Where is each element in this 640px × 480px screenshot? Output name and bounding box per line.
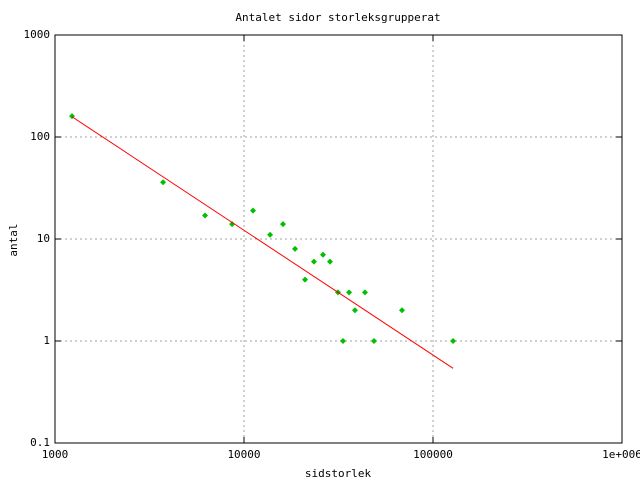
x-tick-label: 10000 <box>227 448 260 461</box>
chart-title: Antalet sidor storleksgrupperat <box>235 11 440 24</box>
point <box>160 179 167 186</box>
plot-border <box>54 34 623 444</box>
point <box>371 338 378 344</box>
y-tick-label: 10 <box>37 232 50 245</box>
point <box>279 221 286 228</box>
point <box>326 258 333 265</box>
point <box>310 258 317 265</box>
x-axis-label: sidstorlek <box>305 467 372 480</box>
x-tick-label: 1000 <box>42 448 69 461</box>
y-tick-label: 0.1 <box>30 436 50 449</box>
point <box>361 289 368 296</box>
point <box>319 251 326 258</box>
y-tick-label: 1 <box>43 334 50 347</box>
y-axis-label: antal <box>7 223 20 256</box>
point <box>339 338 346 344</box>
point <box>346 289 353 296</box>
point <box>351 307 358 314</box>
point <box>302 276 309 283</box>
point <box>202 212 209 219</box>
point <box>399 307 406 314</box>
point <box>250 207 257 214</box>
point <box>450 338 457 344</box>
point <box>267 231 274 238</box>
y-tick-label: 100 <box>30 130 50 143</box>
y-tick-label: 1000 <box>24 28 51 41</box>
point <box>229 221 236 228</box>
x-tick-label: 100000 <box>413 448 453 461</box>
x-tick-label: 1e+006 <box>602 448 640 461</box>
fit-line <box>71 116 454 369</box>
point <box>292 245 299 252</box>
